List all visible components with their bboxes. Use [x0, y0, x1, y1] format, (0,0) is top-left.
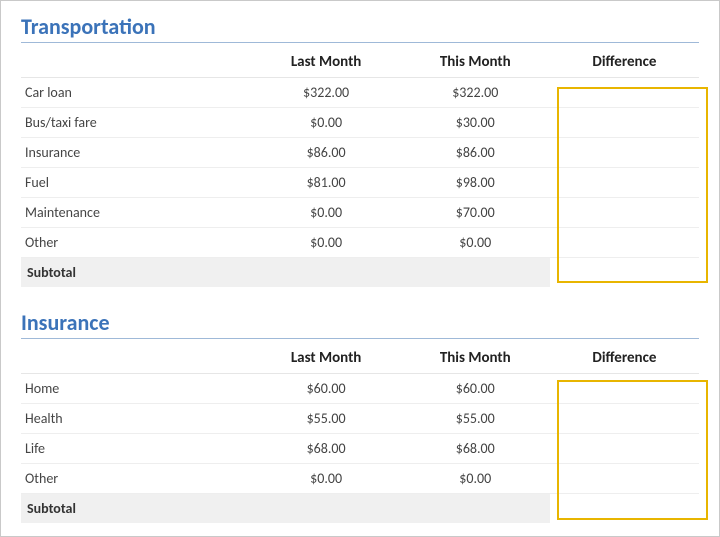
cell-diff[interactable]: [550, 168, 699, 198]
cell-diff[interactable]: [550, 374, 699, 404]
col-header-difference: Difference: [550, 343, 699, 374]
cell-last[interactable]: $0.00: [252, 228, 401, 258]
section-insurance: Insurance Last Month This Month Differen…: [21, 309, 699, 523]
table-row: Health $55.00 $55.00: [21, 404, 699, 434]
cell-this[interactable]: $30.00: [401, 108, 550, 138]
cell-label: Car loan: [21, 78, 252, 108]
subtotal-label: Subtotal: [21, 258, 252, 288]
section-title-insurance: Insurance: [21, 309, 699, 339]
subtotal-diff[interactable]: [550, 494, 699, 524]
subtotal-this[interactable]: [401, 258, 550, 288]
col-header-label: [21, 343, 252, 374]
cell-diff[interactable]: [550, 108, 699, 138]
cell-label: Life: [21, 434, 252, 464]
cell-last[interactable]: $322.00: [252, 78, 401, 108]
table-row: Maintenance $0.00 $70.00: [21, 198, 699, 228]
cell-this[interactable]: $68.00: [401, 434, 550, 464]
table-row: Life $68.00 $68.00: [21, 434, 699, 464]
cell-this[interactable]: $70.00: [401, 198, 550, 228]
col-header-label: [21, 47, 252, 78]
subtotal-label: Subtotal: [21, 494, 252, 524]
cell-label: Health: [21, 404, 252, 434]
cell-diff[interactable]: [550, 434, 699, 464]
table-header-row: Last Month This Month Difference: [21, 343, 699, 374]
subtotal-last[interactable]: [252, 494, 401, 524]
budget-page: Transportation Last Month This Month Dif…: [0, 0, 720, 537]
subtotal-this[interactable]: [401, 494, 550, 524]
subtotal-row: Subtotal: [21, 258, 699, 288]
cell-this[interactable]: $0.00: [401, 228, 550, 258]
cell-last[interactable]: $55.00: [252, 404, 401, 434]
cell-label: Home: [21, 374, 252, 404]
cell-diff[interactable]: [550, 198, 699, 228]
cell-this[interactable]: $98.00: [401, 168, 550, 198]
cell-last[interactable]: $0.00: [252, 464, 401, 494]
subtotal-row: Subtotal: [21, 494, 699, 524]
col-header-last-month: Last Month: [252, 343, 401, 374]
cell-this[interactable]: $0.00: [401, 464, 550, 494]
cell-diff[interactable]: [550, 228, 699, 258]
cell-this[interactable]: $60.00: [401, 374, 550, 404]
cell-label: Other: [21, 464, 252, 494]
table-insurance: Last Month This Month Difference Home $6…: [21, 343, 699, 523]
subtotal-diff[interactable]: [550, 258, 699, 288]
cell-last[interactable]: $68.00: [252, 434, 401, 464]
table-row: Other $0.00 $0.00: [21, 464, 699, 494]
cell-last[interactable]: $81.00: [252, 168, 401, 198]
cell-label: Fuel: [21, 168, 252, 198]
cell-this[interactable]: $322.00: [401, 78, 550, 108]
table-row: Car loan $322.00 $322.00: [21, 78, 699, 108]
cell-last[interactable]: $0.00: [252, 108, 401, 138]
subtotal-last[interactable]: [252, 258, 401, 288]
table-header-row: Last Month This Month Difference: [21, 47, 699, 78]
cell-label: Insurance: [21, 138, 252, 168]
col-header-difference: Difference: [550, 47, 699, 78]
cell-label: Other: [21, 228, 252, 258]
table-row: Fuel $81.00 $98.00: [21, 168, 699, 198]
cell-diff[interactable]: [550, 404, 699, 434]
cell-diff[interactable]: [550, 78, 699, 108]
cell-last[interactable]: $0.00: [252, 198, 401, 228]
table-row: Insurance $86.00 $86.00: [21, 138, 699, 168]
col-header-this-month: This Month: [401, 47, 550, 78]
col-header-this-month: This Month: [401, 343, 550, 374]
table-row: Other $0.00 $0.00: [21, 228, 699, 258]
table-row: Bus/taxi fare $0.00 $30.00: [21, 108, 699, 138]
cell-this[interactable]: $86.00: [401, 138, 550, 168]
section-transportation: Transportation Last Month This Month Dif…: [21, 13, 699, 287]
cell-label: Maintenance: [21, 198, 252, 228]
cell-diff[interactable]: [550, 464, 699, 494]
cell-this[interactable]: $55.00: [401, 404, 550, 434]
cell-label: Bus/taxi fare: [21, 108, 252, 138]
section-title-transportation: Transportation: [21, 13, 699, 43]
table-row: Home $60.00 $60.00: [21, 374, 699, 404]
table-transportation: Last Month This Month Difference Car loa…: [21, 47, 699, 287]
cell-last[interactable]: $60.00: [252, 374, 401, 404]
cell-diff[interactable]: [550, 138, 699, 168]
cell-last[interactable]: $86.00: [252, 138, 401, 168]
col-header-last-month: Last Month: [252, 47, 401, 78]
